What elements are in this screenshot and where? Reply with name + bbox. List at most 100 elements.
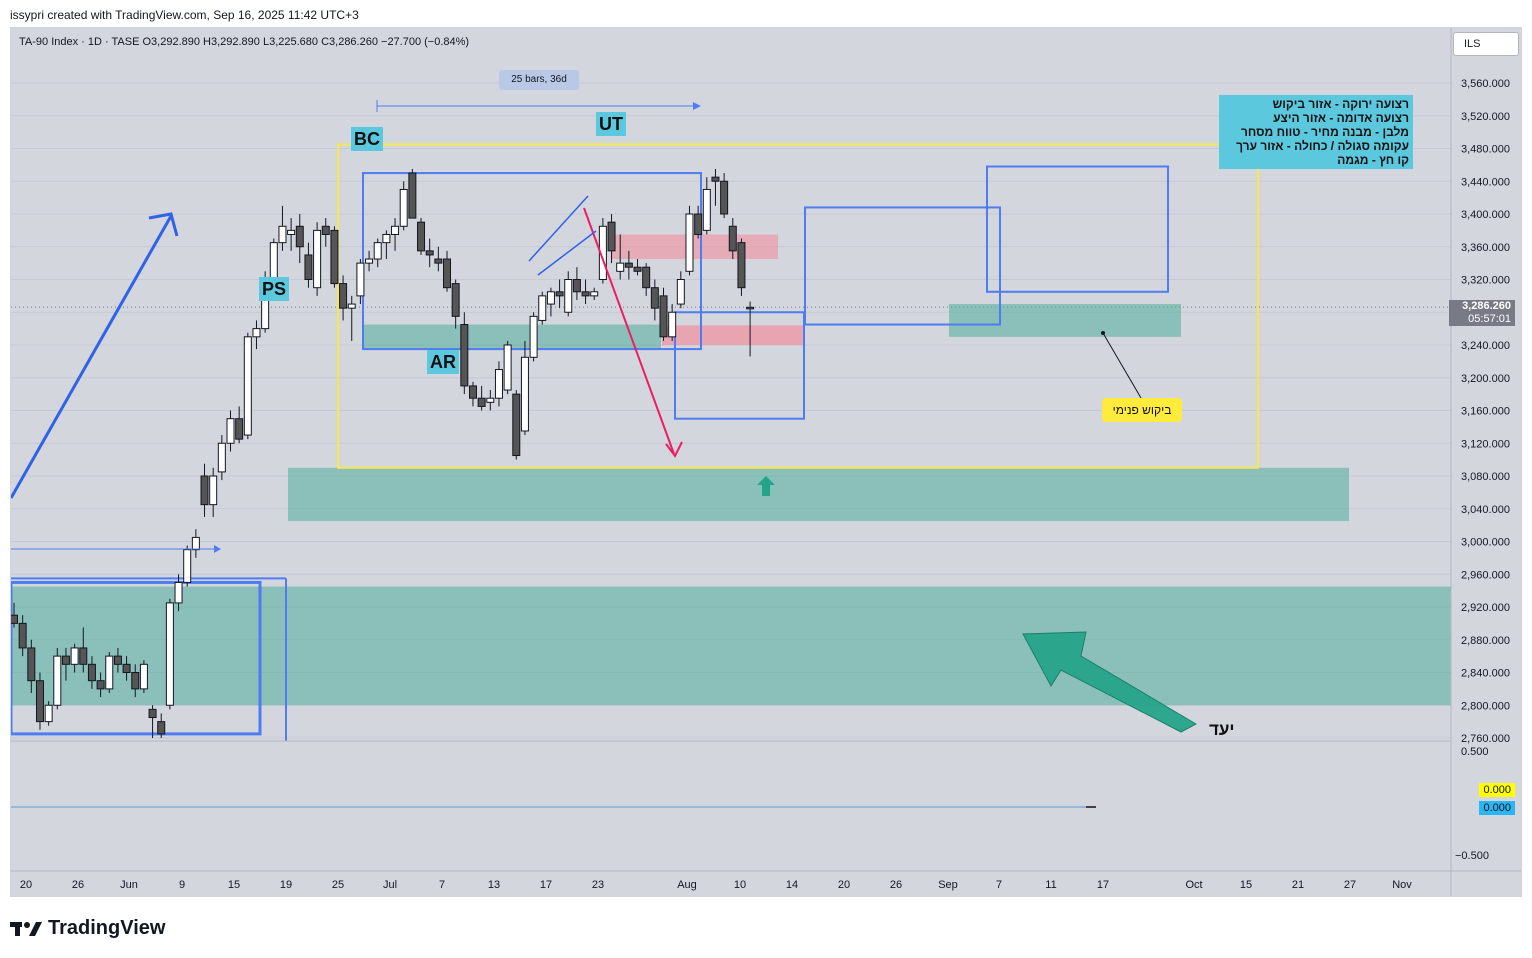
y-tick-label: 3,000.000 [1461,537,1510,549]
candle-body [546,291,555,305]
candle-body [451,283,460,317]
candle-body [243,336,252,436]
y-tick-label: 2,800.000 [1461,700,1510,712]
candle-body [373,242,382,260]
target-arrow [1022,631,1198,733]
bar-countdown: 05:57:01 [1468,313,1511,325]
y-tick-label: 3,120.000 [1461,438,1510,450]
demand-zone-inner [949,304,1181,337]
candle-body [391,225,400,235]
y-tick-label: 3,040.000 [1461,504,1510,516]
y-tick-label: 3,200.000 [1461,373,1510,385]
x-tick-label: 23 [592,879,604,891]
legend-note[interactable]: רצועה ירוקה - אזור ביקוש רצועה אדומה - א… [1219,95,1413,169]
x-tick-label: 17 [540,879,552,891]
candle-body [633,266,642,272]
candle-body [217,442,226,473]
candle-body [408,172,417,219]
range-box-aug [674,311,805,420]
candle-body [512,393,521,457]
candle-body [200,475,209,506]
candle-body [486,397,495,403]
candle-body [443,258,451,289]
x-tick-label: Sep [938,879,958,891]
trend-down-arrowhead [665,441,683,458]
legend-line: מלבן - מבנה מחיר - טווח מסחר [1240,125,1409,139]
candle-body [209,475,218,506]
outer-range-box [337,143,1259,469]
demand-zone-main [11,586,1451,706]
candle-body [434,258,443,264]
label-bc[interactable]: BC [351,127,383,151]
tradingview-logo[interactable]: TradingView [10,917,165,940]
y-tick-label: 3,360.000 [1461,242,1510,254]
range-box-top [986,165,1169,293]
candle-body [105,655,114,690]
candle-body [339,283,348,309]
candle-body [174,581,183,604]
x-tick-label: 25 [332,879,344,891]
x-tick-label: Aug [677,879,697,891]
legend-line: רצועה אדומה - אזור היצע [1273,111,1409,125]
trend-up-arrowhead [148,212,179,237]
candle-body [572,279,581,293]
x-tick-label: 11 [1045,879,1056,891]
chart-pane[interactable]: 3,560.000 3,520.000 3,480.000 3,440.000 3,40… [10,27,1522,897]
candle-body [122,663,131,673]
candle-body [685,213,694,272]
candle-body [659,295,668,338]
x-tick-label: 10 [734,879,746,891]
currency-selector[interactable]: ILS [1453,32,1519,56]
x-tick-label: 15 [228,879,240,891]
candle-body [191,536,200,551]
candle-body [226,418,235,444]
bars-measure-arrow [693,102,701,110]
y-tick-label: 3,240.000 [1461,340,1510,352]
candle-body [737,242,746,289]
label-ar[interactable]: AR [427,350,459,374]
candle-body [642,266,651,289]
candle-body [61,655,70,665]
trend-down-arrow [583,207,675,455]
x-tick-label: 26 [72,879,84,891]
candle-body [131,672,140,690]
candle-body [382,233,391,244]
candle-body [624,262,633,268]
indicator-tick-label: 0.500 [1461,746,1489,758]
candle-body [650,287,659,309]
x-tick-label: Nov [1392,879,1412,891]
target-label[interactable]: יעד [1209,720,1235,739]
symbol-info[interactable]: TA-90 Index · 1D · TASE O3,292.890 H3,29… [19,36,470,48]
y-tick-label: 2,960.000 [1461,569,1510,581]
range-box-sep [804,206,1001,326]
indicator-value-yellow: 0.000 [1479,783,1515,797]
legend-line: עקומה סגולה / כחולה - אזור ערך [1236,139,1409,153]
label-ps[interactable]: PS [259,277,290,301]
candle-body [96,680,105,690]
candle-body [321,225,330,235]
candle-body [11,614,18,624]
y-tick-label: 3,480.000 [1461,144,1510,156]
trend-up-arrow [11,215,173,499]
candle-body [590,291,599,297]
inner-demand-callout[interactable]: ביקוש פנימי [1102,398,1182,422]
label-ut[interactable]: UT [596,112,626,136]
candle-body [27,647,36,682]
x-tick-label: 20 [838,879,850,891]
candles-layer[interactable] [11,168,755,738]
candle-body [607,221,616,252]
candle-body [365,258,374,264]
candle-body [668,311,677,338]
x-tick-label: 20 [20,879,32,891]
y-tick-label: 3,400.000 [1461,209,1510,221]
candle-body [148,708,157,719]
y-tick-label: 3,440.000 [1461,176,1510,188]
range-boxes-layer [11,143,1259,741]
candle-body [356,262,365,297]
candle-body [555,291,564,297]
x-tick-label: 7 [996,879,1002,891]
candle-body [330,229,339,285]
legend-line: קו חץ - מגמה [1337,153,1409,167]
candle-body [235,418,244,440]
chart-canvas[interactable]: 3,560.000 3,520.000 3,480.000 3,440.000 3,40… [11,28,1521,896]
